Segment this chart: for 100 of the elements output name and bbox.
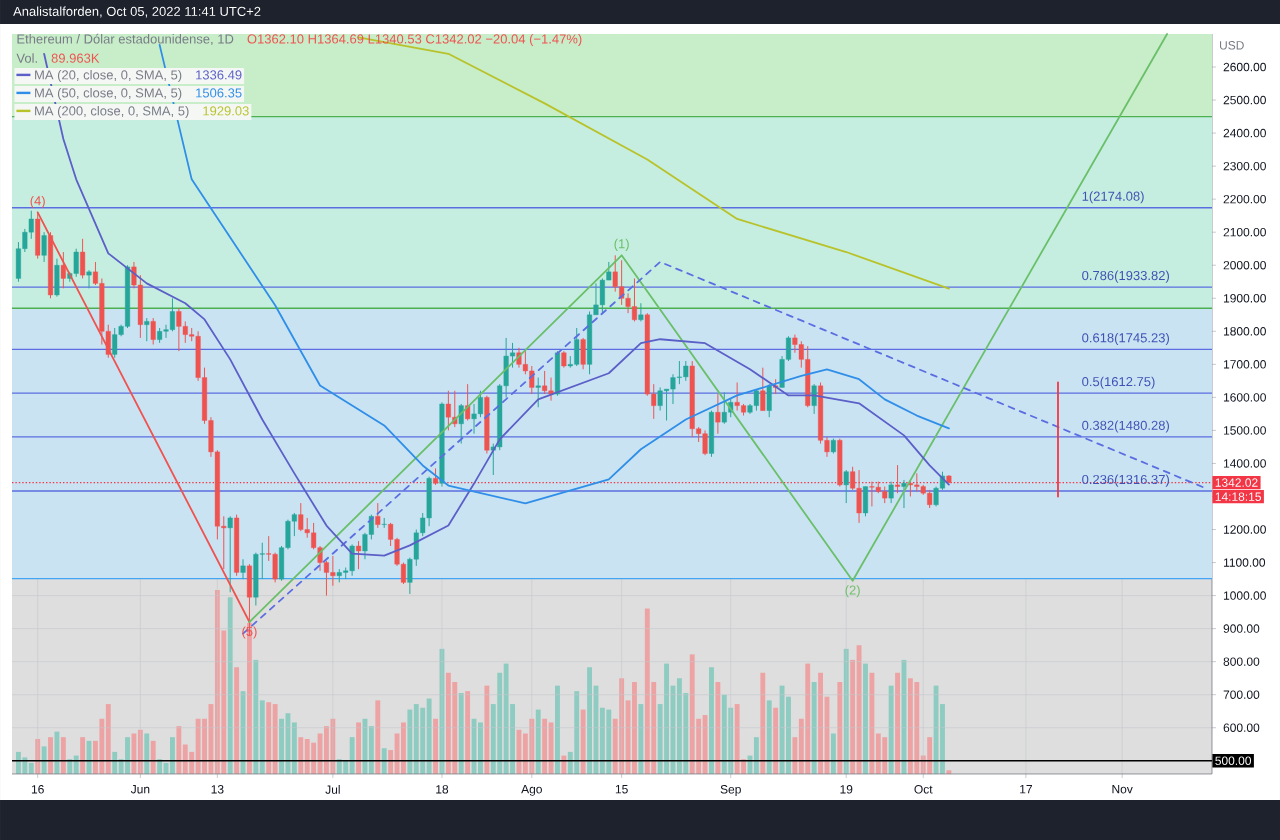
candlestick — [760, 367, 766, 412]
bar — [773, 707, 779, 774]
bar — [497, 672, 503, 774]
candlestick — [721, 391, 727, 425]
candlestick — [657, 386, 663, 412]
bar — [150, 740, 156, 774]
bar — [445, 672, 451, 774]
bar — [407, 709, 413, 774]
candlestick — [169, 297, 175, 332]
bar — [112, 751, 118, 774]
bar — [105, 704, 111, 774]
candlestick — [914, 472, 920, 493]
bar — [753, 737, 759, 774]
bar — [433, 718, 438, 774]
candlestick — [356, 540, 362, 570]
bar — [830, 733, 836, 774]
bar — [664, 663, 669, 774]
bar — [689, 654, 695, 774]
bar — [22, 757, 28, 774]
bar — [375, 700, 381, 774]
candlestick — [298, 502, 304, 532]
bar — [144, 733, 150, 774]
bar — [452, 681, 458, 774]
candlestick — [811, 383, 817, 415]
bar — [125, 737, 130, 774]
candlestick — [734, 382, 740, 412]
candlestick — [895, 464, 901, 494]
bar — [227, 597, 233, 774]
bar — [170, 737, 175, 774]
candlestick — [60, 251, 66, 289]
bar — [478, 722, 483, 774]
candlestick — [445, 390, 451, 431]
bar — [324, 726, 329, 774]
candlestick — [73, 248, 79, 278]
bar — [869, 672, 875, 774]
candlestick — [888, 481, 894, 504]
bar — [760, 672, 766, 774]
bar — [368, 726, 374, 774]
candlestick — [86, 269, 92, 289]
bar — [67, 759, 73, 774]
candlestick — [112, 327, 118, 359]
bar — [465, 691, 471, 774]
bar — [734, 704, 740, 774]
candlestick — [856, 469, 862, 524]
bar — [542, 718, 548, 774]
bar — [805, 663, 811, 774]
candlestick — [901, 479, 907, 509]
candlestick — [465, 383, 471, 421]
bar — [298, 737, 304, 774]
bar — [272, 704, 278, 774]
candlestick — [843, 469, 849, 504]
bar — [644, 608, 650, 774]
candlestick — [176, 307, 182, 352]
bar — [28, 762, 34, 774]
candlestick — [631, 277, 637, 322]
bar — [811, 681, 817, 774]
bar — [458, 693, 464, 774]
bar — [176, 726, 182, 774]
candlestick — [535, 377, 541, 408]
bar — [927, 737, 933, 774]
bar — [587, 667, 592, 774]
line-series — [248, 33, 1168, 623]
bar — [907, 678, 913, 774]
candlestick — [580, 337, 586, 370]
bar — [41, 746, 47, 774]
bar — [715, 681, 721, 774]
bar — [336, 759, 342, 774]
bar — [16, 751, 21, 774]
bar — [882, 737, 888, 774]
bar — [420, 707, 426, 774]
candlestick — [837, 438, 843, 488]
bar — [914, 681, 920, 774]
bar — [157, 759, 163, 774]
bar — [349, 737, 355, 774]
bar — [766, 700, 772, 774]
candlestick — [240, 558, 246, 580]
candlestick — [144, 317, 150, 342]
bar — [401, 722, 406, 774]
candlestick — [715, 393, 721, 435]
candlestick — [458, 403, 464, 445]
candlestick — [41, 231, 47, 263]
bar — [606, 709, 612, 774]
candlestick — [54, 258, 60, 298]
bar — [48, 737, 53, 774]
bar — [60, 737, 66, 774]
bar — [304, 739, 310, 774]
bar — [266, 702, 272, 774]
candlestick — [599, 277, 605, 314]
candlestick — [702, 429, 708, 456]
candlestick — [638, 302, 644, 322]
candlestick — [869, 481, 875, 507]
candlestick — [683, 360, 689, 382]
bar — [818, 672, 823, 774]
bar — [381, 748, 387, 774]
bar — [555, 685, 560, 774]
candlestick — [548, 377, 554, 402]
candlestick — [349, 543, 355, 577]
candlestick — [375, 502, 381, 529]
bar — [676, 678, 682, 774]
bar — [80, 737, 86, 774]
